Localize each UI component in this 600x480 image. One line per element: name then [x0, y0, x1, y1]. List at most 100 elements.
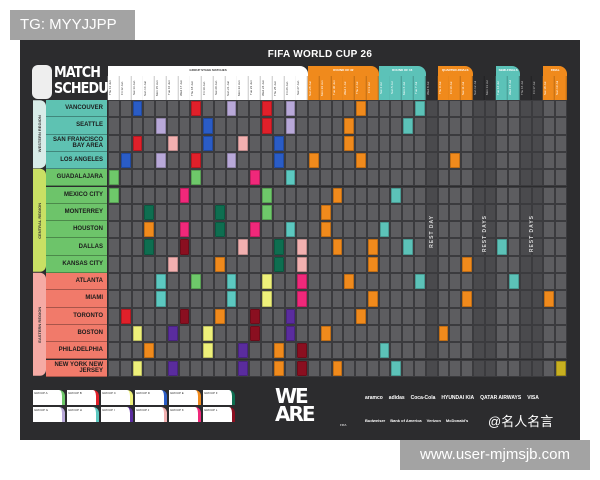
- match-block[interactable]: [344, 118, 355, 134]
- match-block[interactable]: [156, 118, 166, 134]
- match-block[interactable]: [144, 204, 155, 221]
- match-block[interactable]: [297, 343, 308, 359]
- match-block[interactable]: [415, 274, 425, 290]
- match-block[interactable]: [226, 291, 237, 307]
- match-block[interactable]: [273, 239, 284, 255]
- match-block[interactable]: [367, 256, 378, 272]
- match-block[interactable]: [179, 187, 190, 203]
- match-block[interactable]: [391, 360, 402, 376]
- match-block[interactable]: [273, 256, 284, 272]
- match-block[interactable]: [556, 360, 567, 376]
- match-block[interactable]: [203, 135, 213, 151]
- match-block[interactable]: [344, 135, 355, 151]
- match-block[interactable]: [462, 256, 472, 272]
- match-block[interactable]: [250, 308, 260, 324]
- match-block[interactable]: [403, 118, 414, 134]
- match-block[interactable]: [214, 256, 225, 272]
- match-block[interactable]: [320, 204, 331, 221]
- match-block[interactable]: [285, 118, 296, 134]
- match-block[interactable]: [156, 291, 166, 307]
- match-block[interactable]: [179, 239, 190, 255]
- match-block[interactable]: [191, 274, 202, 290]
- match-block[interactable]: [285, 308, 296, 324]
- match-block[interactable]: [179, 308, 190, 324]
- match-block[interactable]: [297, 274, 308, 290]
- match-block[interactable]: [297, 239, 308, 255]
- match-block[interactable]: [214, 204, 225, 221]
- match-block[interactable]: [544, 291, 555, 307]
- match-block[interactable]: [285, 325, 296, 342]
- match-block[interactable]: [332, 187, 343, 203]
- match-block[interactable]: [438, 325, 449, 342]
- match-block[interactable]: [167, 360, 178, 376]
- match-block[interactable]: [167, 256, 178, 272]
- match-block[interactable]: [250, 325, 260, 342]
- match-block[interactable]: [262, 204, 272, 221]
- match-block[interactable]: [226, 101, 237, 117]
- match-block[interactable]: [262, 187, 272, 203]
- match-block[interactable]: [144, 222, 155, 238]
- match-block[interactable]: [332, 360, 343, 376]
- match-block[interactable]: [238, 360, 249, 376]
- match-block[interactable]: [297, 291, 308, 307]
- match-block[interactable]: [262, 274, 272, 290]
- match-block[interactable]: [273, 152, 284, 169]
- match-block[interactable]: [238, 239, 249, 255]
- match-block[interactable]: [250, 222, 260, 238]
- match-block[interactable]: [273, 343, 284, 359]
- match-block[interactable]: [167, 325, 178, 342]
- match-block[interactable]: [356, 101, 366, 117]
- match-block[interactable]: [285, 101, 296, 117]
- match-block[interactable]: [132, 325, 143, 342]
- match-block[interactable]: [120, 152, 131, 169]
- match-block[interactable]: [132, 135, 143, 151]
- match-block[interactable]: [509, 274, 519, 290]
- match-block[interactable]: [379, 222, 390, 238]
- match-block[interactable]: [191, 101, 202, 117]
- match-block[interactable]: [132, 360, 143, 376]
- match-block[interactable]: [156, 274, 166, 290]
- match-block[interactable]: [497, 239, 508, 255]
- match-block[interactable]: [109, 187, 119, 203]
- match-block[interactable]: [320, 222, 331, 238]
- match-block[interactable]: [285, 222, 296, 238]
- match-block[interactable]: [109, 170, 119, 186]
- match-block[interactable]: [262, 291, 272, 307]
- match-block[interactable]: [415, 101, 425, 117]
- match-block[interactable]: [297, 256, 308, 272]
- match-block[interactable]: [450, 152, 461, 169]
- match-block[interactable]: [144, 239, 155, 255]
- match-block[interactable]: [214, 308, 225, 324]
- match-block[interactable]: [309, 152, 319, 169]
- match-block[interactable]: [226, 152, 237, 169]
- match-block[interactable]: [462, 291, 472, 307]
- match-block[interactable]: [238, 135, 249, 151]
- match-block[interactable]: [203, 118, 213, 134]
- match-block[interactable]: [367, 239, 378, 255]
- match-block[interactable]: [191, 152, 202, 169]
- match-block[interactable]: [356, 308, 366, 324]
- match-block[interactable]: [285, 170, 296, 186]
- match-block[interactable]: [203, 343, 213, 359]
- match-block[interactable]: [167, 135, 178, 151]
- match-block[interactable]: [262, 101, 272, 117]
- match-block[interactable]: [226, 274, 237, 290]
- match-block[interactable]: [273, 360, 284, 376]
- match-block[interactable]: [214, 222, 225, 238]
- match-block[interactable]: [367, 291, 378, 307]
- match-block[interactable]: [120, 308, 131, 324]
- match-block[interactable]: [344, 274, 355, 290]
- match-block[interactable]: [403, 239, 414, 255]
- match-block[interactable]: [379, 343, 390, 359]
- match-block[interactable]: [262, 118, 272, 134]
- match-block[interactable]: [144, 343, 155, 359]
- match-block[interactable]: [391, 187, 402, 203]
- match-block[interactable]: [250, 170, 260, 186]
- match-block[interactable]: [332, 239, 343, 255]
- match-block[interactable]: [179, 222, 190, 238]
- match-block[interactable]: [132, 101, 143, 117]
- match-block[interactable]: [297, 360, 308, 376]
- match-block[interactable]: [356, 152, 366, 169]
- match-block[interactable]: [320, 325, 331, 342]
- match-block[interactable]: [191, 170, 202, 186]
